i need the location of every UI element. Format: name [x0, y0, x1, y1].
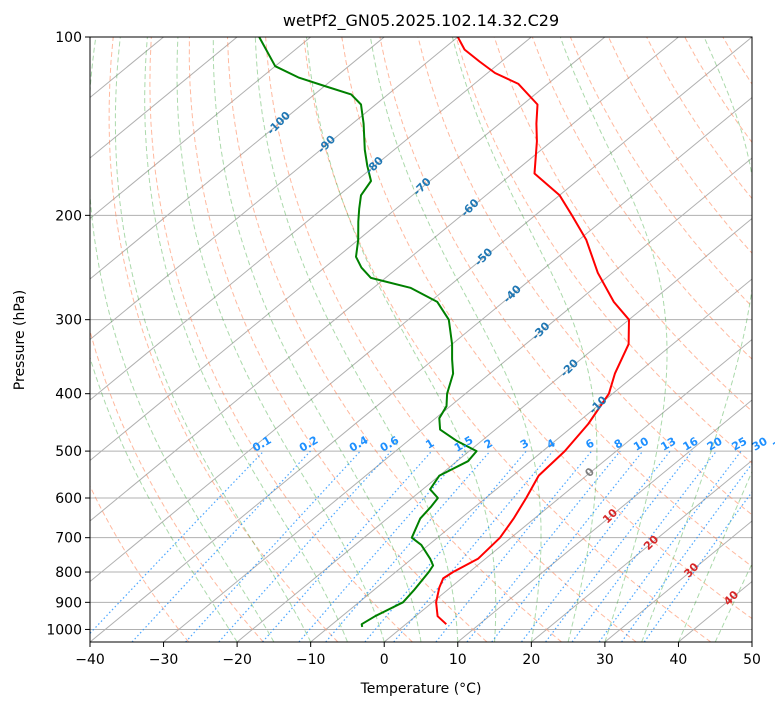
y-tick-label: 900 — [55, 595, 82, 611]
mixing-ratio-line — [262, 450, 433, 642]
moist-adiabat-line — [144, 37, 348, 642]
x-tick-label: −30 — [149, 652, 179, 668]
isotherm-line — [236, 217, 752, 642]
x-tick-label: 50 — [743, 652, 761, 668]
x-axis-label: Temperature (°C) — [360, 681, 482, 697]
chart-title: wetPf2_GN05.2025.102.14.32.C29 — [283, 11, 559, 31]
isotherm-line — [90, 96, 752, 642]
y-tick-label: 300 — [55, 313, 82, 329]
y-tick-label: 400 — [55, 387, 82, 403]
moist-adiabat-line — [369, 37, 542, 642]
dewpoint-profile-line — [258, 37, 478, 628]
dry-adiabat-line — [341, 37, 752, 620]
mixing-ratio-line — [435, 450, 593, 642]
mixing-ratio-line — [393, 450, 554, 642]
dry-adiabat-line — [531, 37, 752, 360]
y-tick-label: 700 — [55, 531, 82, 547]
dry-adiabat-line — [265, 37, 637, 642]
x-tick-label: 30 — [596, 652, 614, 668]
mixing-ratio-line — [131, 450, 311, 642]
y-axis-label: Pressure (hPa) — [12, 290, 28, 390]
mixing-ratio-line — [218, 450, 392, 642]
mixing-ratio-line — [643, 491, 752, 642]
moist-adiabat-line — [641, 37, 752, 642]
moist-adiabat-line — [451, 37, 598, 642]
isotherm-line — [90, 37, 752, 583]
x-tick-label: 10 — [449, 652, 467, 668]
x-tick-label: 20 — [522, 652, 540, 668]
isotherm-line — [383, 338, 752, 642]
y-axis: 100 200 300 400 500 600 700 800 900 1000 — [46, 30, 90, 638]
moist-adiabat-line — [254, 37, 459, 642]
isotherm-line — [604, 520, 752, 642]
moist-adiabat-line — [114, 37, 312, 642]
dry-adiabat-line — [493, 37, 752, 412]
isotherm-line — [457, 399, 752, 642]
mixing-ratio-line — [90, 450, 265, 635]
dry-adiabat-line — [108, 37, 339, 642]
x-tick-label: −20 — [222, 652, 252, 668]
isotherm-line — [163, 157, 752, 642]
x-tick-label: 40 — [670, 652, 688, 668]
x-tick-label: 0 — [380, 652, 389, 668]
y-tick-label: 600 — [55, 491, 82, 507]
mixing-ratio-line — [621, 462, 752, 642]
isotherm-line — [90, 37, 679, 522]
y-tick-label: 1000 — [46, 622, 82, 638]
y-tick-label: 200 — [55, 208, 82, 224]
isotherm-line — [90, 37, 238, 159]
x-axis: −40 −30 −20 −10 0 10 20 30 40 50 — [75, 642, 761, 668]
isotherm-line — [90, 37, 459, 341]
moist-adiabat-line — [677, 470, 752, 642]
isotherm-line — [90, 37, 606, 462]
moist-adiabat-line — [176, 37, 385, 642]
x-tick-label: −10 — [296, 652, 326, 668]
moist-adiabat-line — [90, 37, 275, 642]
isotherm-line — [531, 459, 752, 642]
isotherm-line — [90, 37, 532, 401]
y-tick-label: 800 — [55, 565, 82, 581]
mixing-ratio-label: 36 — [771, 434, 775, 453]
dry-adiabat-line — [417, 37, 752, 516]
y-tick-label: 100 — [55, 30, 82, 46]
dry-adiabat-line — [227, 37, 562, 642]
moist-adiabat-line — [306, 37, 497, 642]
mixing-ratio-line — [545, 450, 693, 642]
y-tick-label: 500 — [55, 444, 82, 460]
dry-adiabat-line — [149, 37, 413, 642]
dry-adiabat-line — [379, 37, 752, 568]
moist-adiabat-line — [90, 355, 238, 642]
plot-frame — [89, 36, 753, 643]
dry-adiabat-line — [90, 485, 190, 642]
mixing-ratio-line — [364, 450, 527, 642]
temperature-profile-line — [435, 37, 630, 625]
mixing-ratio-line — [598, 450, 742, 642]
mixing-ratio-line — [571, 450, 717, 642]
dry-adiabat-line — [188, 37, 488, 642]
moist-adiabat-line — [212, 37, 422, 642]
mixing-ratio-line — [466, 450, 621, 642]
moist-adiabat-line — [559, 37, 668, 642]
x-tick-label: −40 — [75, 652, 105, 668]
isotherm-line — [90, 37, 385, 280]
isotherm-line — [90, 37, 311, 220]
